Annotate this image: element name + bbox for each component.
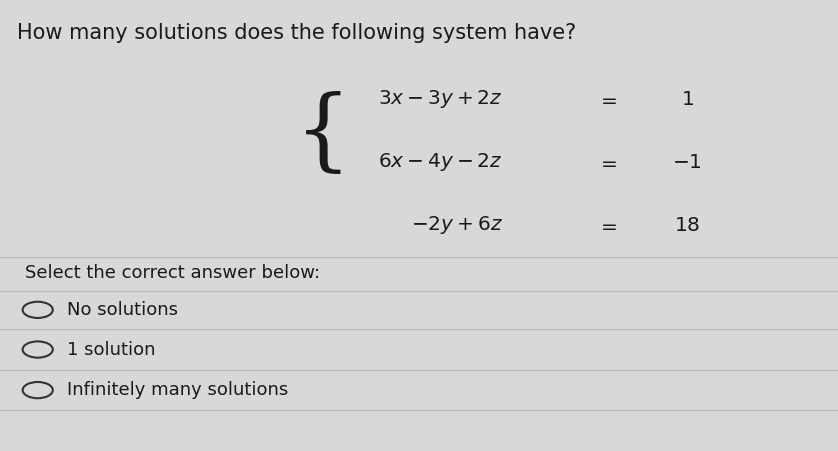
Text: $=$: $=$ (597, 90, 618, 109)
Text: {: { (294, 90, 351, 178)
Text: $-1$: $-1$ (672, 153, 702, 172)
Text: $1$: $1$ (680, 90, 694, 109)
Text: $3x - 3y + 2z$: $3x - 3y + 2z$ (378, 88, 503, 110)
Text: $-2y + 6z$: $-2y + 6z$ (411, 215, 503, 236)
Text: $=$: $=$ (597, 153, 618, 172)
Text: $18$: $18$ (674, 216, 701, 235)
Text: $6x - 4y - 2z$: $6x - 4y - 2z$ (378, 152, 503, 173)
Text: Select the correct answer below:: Select the correct answer below: (25, 264, 320, 282)
Text: No solutions: No solutions (67, 301, 178, 319)
Text: 1 solution: 1 solution (67, 341, 156, 359)
Text: $=$: $=$ (597, 216, 618, 235)
Text: Infinitely many solutions: Infinitely many solutions (67, 381, 288, 399)
Text: How many solutions does the following system have?: How many solutions does the following sy… (17, 23, 576, 42)
